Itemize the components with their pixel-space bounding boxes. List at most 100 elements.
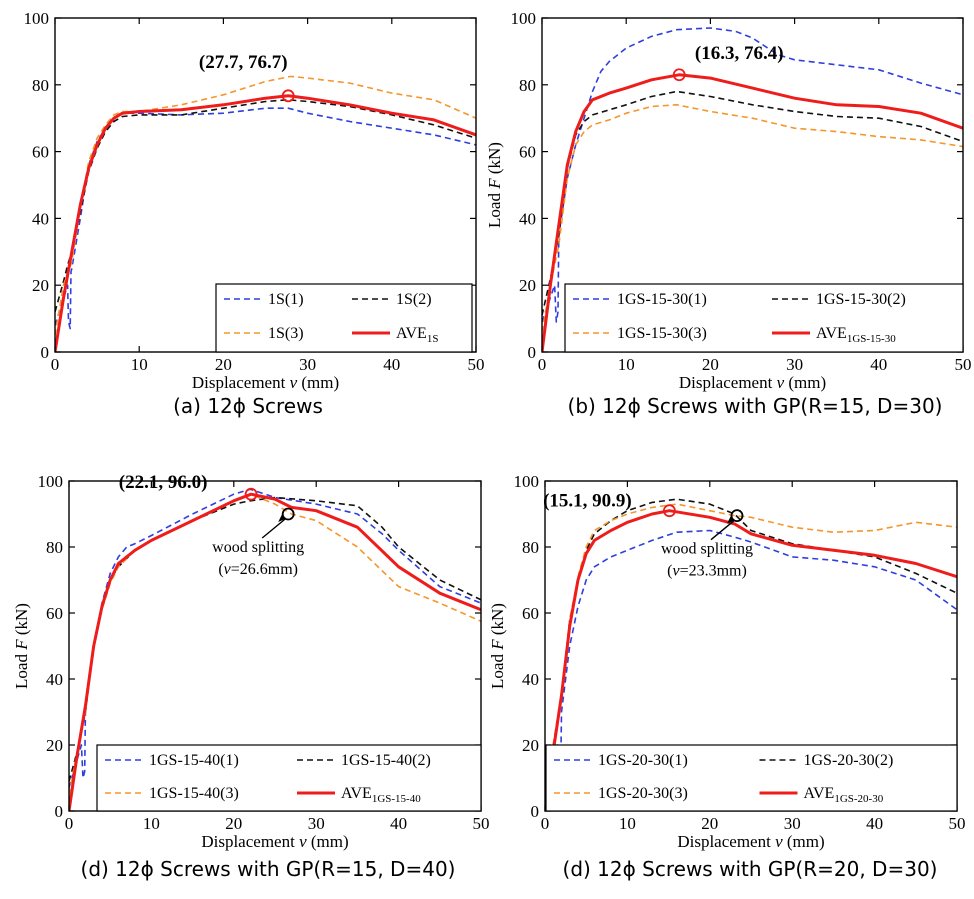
y-tick-label: 20 xyxy=(46,736,63,755)
y-tick-label: 0 xyxy=(55,802,64,821)
peak-marker xyxy=(281,89,295,103)
x-tick-label: 40 xyxy=(383,355,400,374)
x-axis-label: Displacement v (mm) xyxy=(677,832,824,851)
arrow-head xyxy=(278,514,286,522)
legend-entry: 1GS-15-40(2) xyxy=(341,752,431,769)
x-tick-label: 20 xyxy=(701,814,718,833)
legend-entry: 1GS-15-30(2) xyxy=(816,291,906,308)
x-tick-label: 0 xyxy=(65,814,74,833)
series-line-1 xyxy=(542,27,963,323)
y-tick-label: 0 xyxy=(528,343,537,362)
x-tick-label: 20 xyxy=(702,355,719,374)
legend-entry: AVE1GS-15-40 xyxy=(341,785,421,805)
legend-entry: 1GS-20-30(2) xyxy=(804,752,894,769)
legend-box xyxy=(545,744,958,812)
x-tick-label: 50 xyxy=(949,814,966,833)
annotation-title: wood splitting xyxy=(661,541,753,558)
x-tick-label: 40 xyxy=(390,814,407,833)
x-tick-label: 0 xyxy=(541,814,550,833)
y-tick-label: 80 xyxy=(46,538,63,557)
y-axis-label: Load F (kN) xyxy=(488,603,507,689)
chart-caption: (a) 12ɸ Screws xyxy=(173,394,323,418)
chart-panel-2: 0 10 20 30 40 50 0 20 40 60 80 100 Displacement v (m… xyxy=(485,9,972,418)
legend-entry: AVE1GS-15-30 xyxy=(816,325,896,345)
x-tick-label: 30 xyxy=(786,355,803,374)
annotation-value: (v=23.3mm) xyxy=(667,563,747,580)
legend: 1GS-15-30(1) 1GS-15-30(2) 1GS-15-30(3) AVE1… xyxy=(564,283,964,353)
legend: 1GS-20-30(1) 1GS-20-30(2) 1GS-20-30(3) AVE1… xyxy=(545,744,958,812)
x-tick-label: 40 xyxy=(870,355,887,374)
legend-entry: 1GS-15-30(1) xyxy=(617,291,707,308)
y-tick-label: 20 xyxy=(519,276,536,295)
x-tick-label: 40 xyxy=(866,814,883,833)
y-tick-label: 40 xyxy=(32,209,49,228)
x-tick-label: 50 xyxy=(473,814,490,833)
series-group xyxy=(542,27,963,352)
legend-entry: AVE1GS-20-30 xyxy=(804,785,884,805)
x-tick-label: 30 xyxy=(299,355,316,374)
series-line-1 xyxy=(69,488,481,789)
y-tick-label: 60 xyxy=(522,604,539,623)
legend-entry: 1GS-15-30(3) xyxy=(617,325,707,342)
legend: 1S(1) 1S(2) 1S(3) AVE1S xyxy=(215,283,473,353)
y-axis-label: Load F (kN) xyxy=(12,603,31,689)
y-tick-label: 0 xyxy=(41,343,50,362)
y-tick-label: 100 xyxy=(514,472,540,491)
annotation-arrow xyxy=(261,518,286,539)
legend-entry: 1S(1) xyxy=(268,291,304,308)
peak-label: (15.1, 90.9) xyxy=(543,491,632,512)
y-tick-label: 40 xyxy=(522,670,539,689)
series-line-4 xyxy=(542,73,963,352)
series-line-2 xyxy=(55,99,476,313)
legend-entry: 1GS-15-40(3) xyxy=(149,785,239,802)
x-tick-label: 50 xyxy=(468,355,485,374)
legend-entry: 1S(2) xyxy=(396,291,432,308)
y-tick-label: 80 xyxy=(519,76,536,95)
series-line-1 xyxy=(55,107,476,330)
y-tick-label: 80 xyxy=(522,538,539,557)
chart-panel-1: 0 10 20 30 40 50 0 20 40 60 80 100 Displacement v (m… xyxy=(24,9,485,418)
x-tick-label: 10 xyxy=(619,814,636,833)
splitting-marker xyxy=(730,509,744,523)
x-tick-label: 50 xyxy=(955,355,972,374)
splitting-marker xyxy=(281,507,295,521)
arrow-head xyxy=(726,515,734,524)
series-line-4 xyxy=(55,94,476,352)
series-line-4 xyxy=(545,509,957,811)
y-tick-label: 60 xyxy=(46,604,63,623)
y-tick-label: 60 xyxy=(32,143,49,162)
legend-entry: 1S(3) xyxy=(268,325,304,342)
y-tick-label: 100 xyxy=(511,9,537,28)
y-tick-label: 40 xyxy=(46,670,63,689)
x-tick-label: 20 xyxy=(225,814,242,833)
series-group xyxy=(55,75,476,352)
chart-panel-3: 0 10 20 30 40 50 0 20 40 60 80 100 Displacement v (m… xyxy=(12,472,490,881)
y-tick-label: 100 xyxy=(24,9,50,28)
x-tick-label: 0 xyxy=(51,355,60,374)
x-tick-label: 20 xyxy=(215,355,232,374)
y-tick-label: 20 xyxy=(522,736,539,755)
y-tick-label: 60 xyxy=(519,143,536,162)
peak-label: (27.7, 76.7) xyxy=(199,52,288,73)
y-tick-label: 0 xyxy=(531,802,540,821)
legend-entry: 1GS-20-30(1) xyxy=(598,752,688,769)
chart-caption: (b) 12ɸ Screws with GP(R=15, D=30) xyxy=(568,394,943,418)
chart-caption: (d) 12ɸ Screws with GP(R=20, D=30) xyxy=(563,857,938,881)
legend-box xyxy=(215,283,473,353)
annotation-arrow xyxy=(710,520,735,541)
legend-entry: 1GS-20-30(3) xyxy=(598,785,688,802)
x-tick-label: 10 xyxy=(131,355,148,374)
x-axis-label: Displacement v (mm) xyxy=(201,832,348,851)
y-tick-label: 40 xyxy=(519,209,536,228)
series-line-3 xyxy=(545,503,957,795)
legend-entry: AVE1S xyxy=(396,325,438,345)
peak-marker xyxy=(663,504,676,518)
series-line-3 xyxy=(542,104,963,333)
chart-panel-4: 0 10 20 30 40 50 0 20 40 60 80 100 Displacement v (m… xyxy=(488,472,966,881)
y-tick-label: 100 xyxy=(38,472,64,491)
series-line-2 xyxy=(545,498,957,785)
annotation-value: (v=26.6mm) xyxy=(218,561,298,578)
x-tick-label: 0 xyxy=(538,355,547,374)
series-group xyxy=(69,488,481,811)
